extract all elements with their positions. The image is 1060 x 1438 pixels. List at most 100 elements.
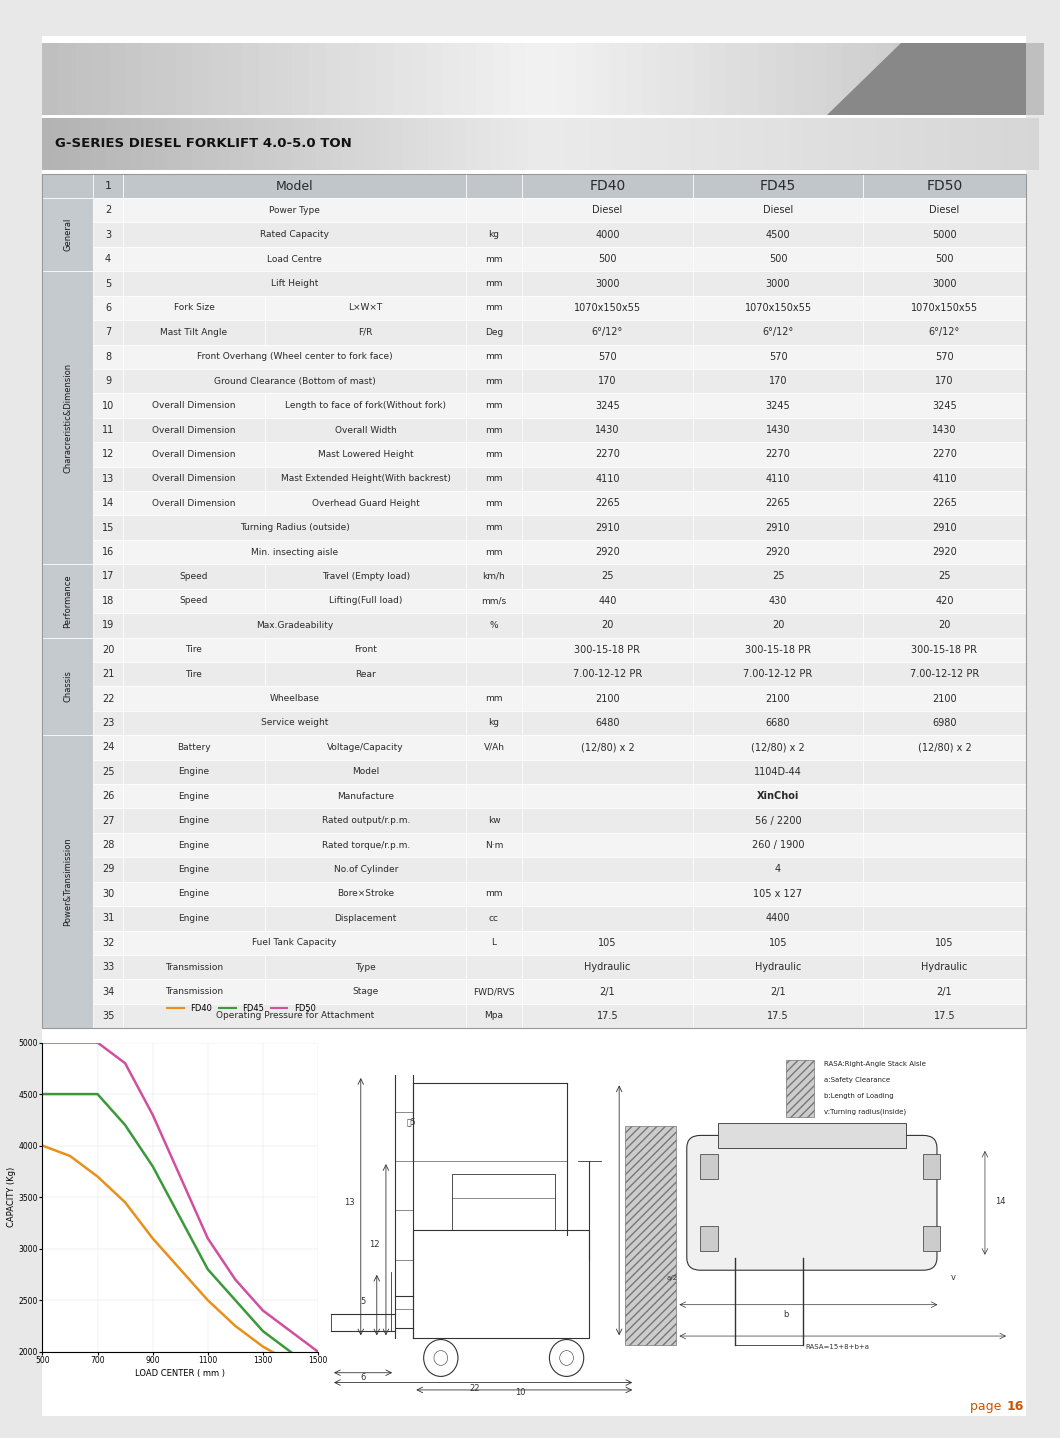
Bar xyxy=(466,857,522,881)
Bar xyxy=(863,370,1026,394)
Text: 6: 6 xyxy=(360,1373,366,1382)
Bar xyxy=(863,661,1026,686)
Bar xyxy=(93,906,123,930)
Bar xyxy=(863,979,1026,1004)
Bar xyxy=(265,735,466,759)
Bar xyxy=(466,370,522,394)
Text: b:Length of Loading: b:Length of Loading xyxy=(824,1093,894,1099)
Bar xyxy=(693,759,863,784)
Bar xyxy=(265,857,466,881)
Bar xyxy=(404,118,417,170)
Bar xyxy=(378,118,392,170)
Bar xyxy=(93,613,123,637)
Bar xyxy=(726,43,743,115)
Text: Overall Width: Overall Width xyxy=(335,426,396,434)
Bar xyxy=(743,43,760,115)
Bar xyxy=(893,43,911,115)
Bar xyxy=(466,321,522,345)
Bar xyxy=(863,784,1026,808)
Text: Deg: Deg xyxy=(484,328,504,336)
Y-axis label: CAPACITY (Kg): CAPACITY (Kg) xyxy=(7,1168,16,1227)
Text: 22: 22 xyxy=(470,1385,480,1393)
Bar xyxy=(923,1227,940,1251)
Bar xyxy=(293,43,310,115)
Text: 170: 170 xyxy=(768,377,788,387)
Bar xyxy=(123,394,265,418)
Text: 6680: 6680 xyxy=(765,718,791,728)
Bar xyxy=(466,394,522,418)
Text: 12: 12 xyxy=(102,450,114,459)
Bar xyxy=(123,418,265,443)
Bar xyxy=(265,394,466,418)
Text: Wheelbase: Wheelbase xyxy=(269,695,320,703)
Text: Speed: Speed xyxy=(180,597,208,605)
Bar xyxy=(522,394,693,418)
Bar xyxy=(123,1004,466,1028)
Bar xyxy=(123,370,466,394)
Bar xyxy=(522,833,693,857)
Bar xyxy=(123,539,466,564)
Bar xyxy=(416,118,429,170)
Text: 26: 26 xyxy=(102,791,114,801)
Bar xyxy=(923,1155,940,1179)
Text: 2100: 2100 xyxy=(765,693,791,703)
Text: 16: 16 xyxy=(1007,1399,1024,1414)
Bar xyxy=(93,686,123,710)
Bar xyxy=(703,118,716,170)
Bar xyxy=(693,296,863,321)
Bar xyxy=(466,247,522,272)
Bar xyxy=(466,223,522,247)
Text: 3000: 3000 xyxy=(765,279,791,289)
Text: 14: 14 xyxy=(625,1204,636,1212)
Bar xyxy=(793,43,810,115)
Bar xyxy=(265,418,466,443)
Bar xyxy=(93,490,123,515)
Bar xyxy=(560,43,577,115)
Bar xyxy=(142,118,156,170)
Bar xyxy=(310,43,326,115)
Bar xyxy=(543,43,560,115)
Bar xyxy=(522,613,693,637)
Text: Mast Tilt Angle: Mast Tilt Angle xyxy=(160,328,228,336)
Bar xyxy=(522,588,693,613)
Text: 170: 170 xyxy=(598,377,617,387)
Text: Service weight: Service weight xyxy=(261,719,329,728)
Bar xyxy=(242,118,255,170)
Bar xyxy=(42,272,93,564)
Text: 6°/12°: 6°/12° xyxy=(591,328,623,338)
Bar xyxy=(359,43,376,115)
Text: 2100: 2100 xyxy=(595,693,620,703)
Bar xyxy=(863,710,1026,735)
Text: Hydraulic: Hydraulic xyxy=(584,962,631,972)
Bar xyxy=(366,118,379,170)
Bar xyxy=(265,564,466,588)
Bar xyxy=(193,43,210,115)
Bar xyxy=(93,223,123,247)
Text: 56 / 2200: 56 / 2200 xyxy=(755,815,801,825)
Text: 300-15-18 PR: 300-15-18 PR xyxy=(575,644,640,654)
Bar xyxy=(42,118,56,170)
Bar xyxy=(522,637,693,661)
Text: 5: 5 xyxy=(105,279,111,289)
Bar xyxy=(179,118,193,170)
Bar xyxy=(93,296,123,321)
Text: 19: 19 xyxy=(102,620,114,630)
Bar xyxy=(863,930,1026,955)
Bar xyxy=(993,43,1010,115)
Bar xyxy=(142,43,160,115)
Bar xyxy=(693,321,863,345)
Bar xyxy=(693,613,863,637)
Text: 7.00-12-12 PR: 7.00-12-12 PR xyxy=(572,669,642,679)
Bar xyxy=(877,118,890,170)
Bar xyxy=(466,466,522,490)
Bar xyxy=(226,43,243,115)
Bar xyxy=(693,588,863,613)
Bar xyxy=(354,118,367,170)
Bar xyxy=(676,43,693,115)
Text: Ground Clearance (Bottom of mast): Ground Clearance (Bottom of mast) xyxy=(214,377,375,385)
Text: Mast Lowered Height: Mast Lowered Height xyxy=(318,450,413,459)
Bar xyxy=(665,118,678,170)
Text: kw: kw xyxy=(488,817,500,825)
Text: Chassis: Chassis xyxy=(64,670,72,702)
Bar xyxy=(93,321,123,345)
